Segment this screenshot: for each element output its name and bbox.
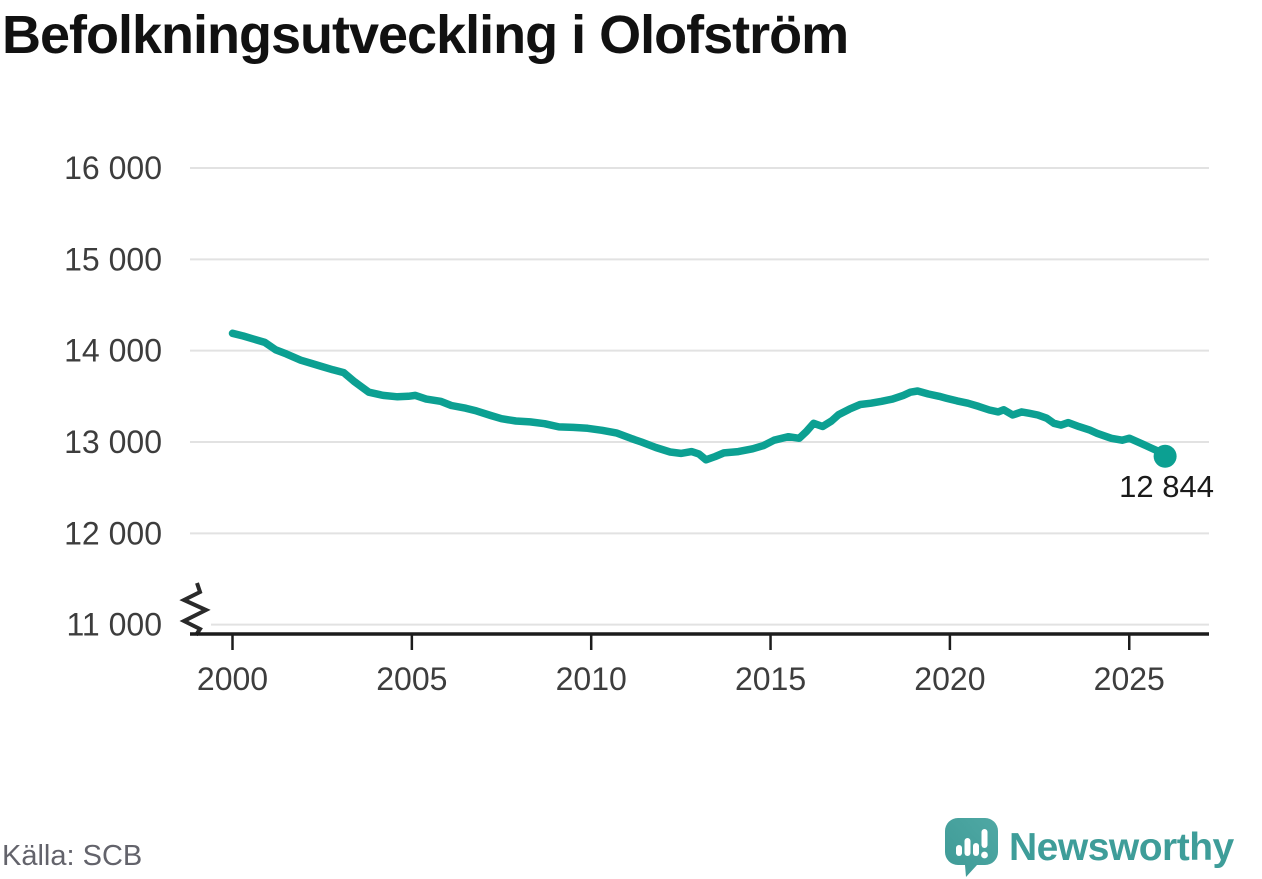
bar-3 xyxy=(973,842,979,856)
newsworthy-wordmark: Newsworthy xyxy=(1009,826,1234,869)
source-note: Källa: SCB xyxy=(2,840,143,872)
bar-1 xyxy=(956,844,962,856)
last-value-label: 12 844 xyxy=(1119,469,1214,504)
x-tick-label: 2005 xyxy=(376,661,447,697)
x-tick-label: 2025 xyxy=(1094,661,1165,697)
y-tick-label: 14 000 xyxy=(64,333,162,369)
exclamation-dot xyxy=(981,851,988,858)
y-tick-label: 15 000 xyxy=(64,241,162,277)
y-tick-label: 13 000 xyxy=(64,424,162,460)
x-tick-label: 2010 xyxy=(556,661,627,697)
y-tick-label: 11 000 xyxy=(67,607,163,643)
exclamation-bar xyxy=(981,828,988,848)
x-tick-label: 2020 xyxy=(914,661,985,697)
population-series-line xyxy=(228,329,1169,464)
x-tick-label: 2000 xyxy=(197,661,268,697)
newsworthy-icon xyxy=(945,817,998,877)
y-tick-label: 16 000 xyxy=(64,150,162,186)
bar-2 xyxy=(964,837,971,856)
speech-bubble-shape xyxy=(945,817,998,877)
x-tick-label: 2015 xyxy=(735,661,806,697)
y-tick-label: 12 000 xyxy=(64,515,162,551)
population-line-chart: 16 000 15 000 14 000 13 000 12 000 11 000 2000… xyxy=(64,150,1214,697)
page-title: Befolkningsutveckling i Olofström xyxy=(2,5,849,65)
axis-break-icon xyxy=(179,582,211,637)
newsworthy-logo: Newsworthy xyxy=(945,816,1262,879)
series-end-dot xyxy=(1153,444,1177,468)
